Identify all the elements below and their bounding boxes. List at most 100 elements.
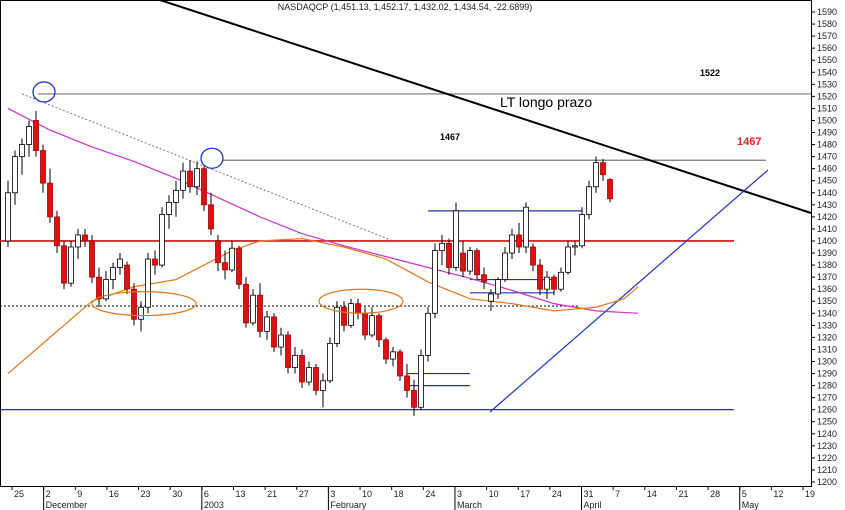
- x-tick-label: 10: [489, 489, 499, 499]
- candle: [12, 150, 18, 205]
- candle-body: [551, 276, 557, 290]
- candle: [509, 228, 515, 260]
- candle: [166, 195, 172, 229]
- candle: [327, 337, 333, 384]
- candle-body: [341, 306, 347, 326]
- candle-body: [334, 306, 340, 344]
- month-label: April: [584, 500, 602, 510]
- candle-body: [488, 293, 494, 302]
- candle-body: [558, 271, 564, 290]
- x-tick-label: 21: [267, 489, 277, 499]
- candle: [75, 228, 81, 260]
- highlight-ellipse: [91, 291, 197, 317]
- candle: [201, 166, 207, 211]
- candle-body: [320, 380, 326, 391]
- candle-body: [460, 252, 466, 272]
- candle: [467, 247, 473, 275]
- y-tick-label: 1280: [817, 381, 837, 391]
- x-tick-label: 16: [109, 489, 119, 499]
- trendline: [489, 169, 769, 413]
- highlight-circle: [200, 147, 224, 169]
- candle-body: [54, 216, 60, 247]
- candle: [68, 240, 74, 287]
- candle: [271, 313, 277, 352]
- highlight-circle: [32, 81, 56, 103]
- candle: [502, 247, 508, 282]
- candle: [124, 261, 130, 294]
- candle-body: [152, 258, 158, 266]
- candle: [474, 248, 480, 280]
- candle-body: [26, 126, 32, 145]
- candle-body: [236, 247, 242, 285]
- candle-body: [495, 279, 501, 295]
- candle: [488, 289, 494, 311]
- month-label: March: [457, 500, 482, 510]
- candle-body: [201, 168, 207, 206]
- candle: [579, 207, 585, 249]
- candle-body: [607, 179, 613, 200]
- candle-body: [376, 315, 382, 341]
- candle-body: [446, 242, 452, 268]
- candle: [236, 245, 242, 290]
- candle-body: [285, 334, 291, 368]
- candle: [40, 144, 46, 193]
- candle-body: [131, 288, 137, 320]
- candle-body: [439, 242, 445, 252]
- y-tick-label: 1220: [817, 453, 837, 463]
- candle: [82, 228, 88, 247]
- candle-body: [572, 245, 578, 248]
- candle-body: [215, 240, 221, 264]
- candle: [551, 274, 557, 296]
- candle: [96, 267, 102, 308]
- candle: [453, 202, 459, 272]
- candle: [460, 240, 466, 278]
- candle: [208, 192, 214, 235]
- candle: [117, 253, 123, 275]
- y-tick-label: 1510: [817, 103, 837, 113]
- candle-body: [257, 294, 263, 332]
- candle-body: [47, 182, 53, 218]
- candle: [593, 156, 599, 193]
- candle: [145, 253, 151, 314]
- y-tick-label: 1250: [817, 417, 837, 427]
- candle-body: [565, 246, 571, 273]
- candle-body: [117, 258, 123, 268]
- candle-body: [229, 247, 235, 271]
- candle: [600, 159, 606, 181]
- y-tick-label: 1500: [817, 115, 837, 125]
- x-tick-label: 17: [520, 489, 530, 499]
- candle-body: [306, 367, 312, 383]
- x-tick-label: 30: [172, 489, 182, 499]
- y-tick-label: 1310: [817, 344, 837, 354]
- y-tick-label: 1290: [817, 369, 837, 379]
- candle-body: [453, 210, 459, 268]
- candle-body: [19, 144, 25, 158]
- candle: [306, 361, 312, 386]
- y-tick-label: 1440: [817, 188, 837, 198]
- candle-body: [404, 375, 410, 391]
- candle-body: [348, 303, 354, 326]
- candle: [439, 234, 445, 266]
- y-tick-label: 1200: [817, 477, 837, 487]
- x-tick-label: 14: [647, 489, 657, 499]
- candle: [334, 301, 340, 348]
- candle-body: [271, 316, 277, 348]
- candle-body: [145, 258, 151, 308]
- x-tick-label: 28: [710, 489, 720, 499]
- y-tick-label: 1430: [817, 200, 837, 210]
- candle: [103, 271, 109, 302]
- candle: [243, 277, 249, 328]
- x-tick-label: 2: [46, 489, 51, 499]
- candle-body: [586, 186, 592, 215]
- y-tick-label: 1400: [817, 236, 837, 246]
- x-tick-label: 27: [299, 489, 309, 499]
- candle: [516, 222, 522, 254]
- candle-body: [418, 355, 424, 408]
- candle-body: [523, 206, 529, 248]
- candle-body: [173, 189, 179, 203]
- candle-body: [96, 276, 102, 300]
- candle: [341, 301, 347, 332]
- candle: [278, 327, 284, 356]
- x-tick-label: 19: [805, 489, 815, 499]
